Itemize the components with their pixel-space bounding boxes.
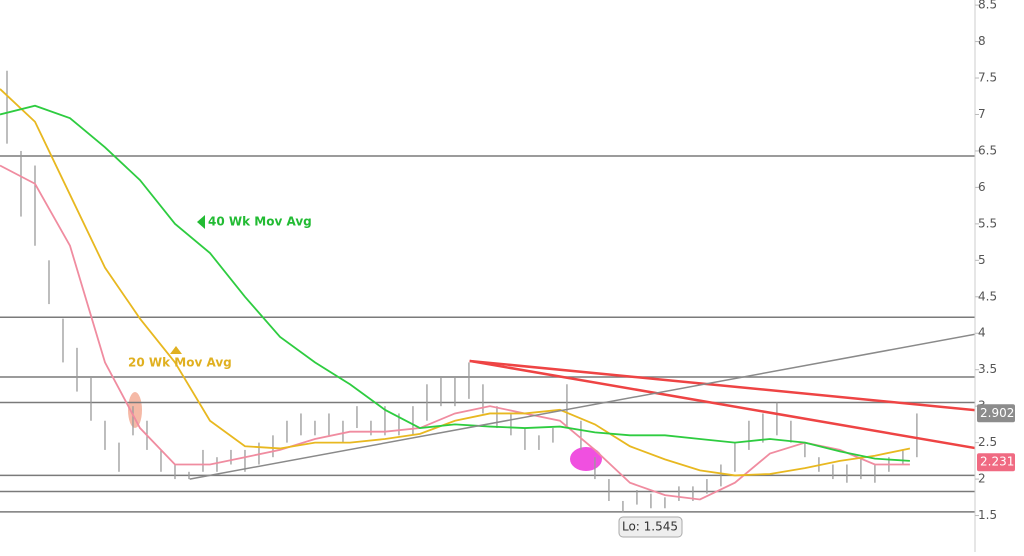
y-tick-label: 2 (978, 472, 986, 486)
arrow (170, 346, 182, 354)
y-tick-label: 6 (978, 180, 986, 194)
y-tick-label: 7 (978, 107, 986, 121)
y-tick-label: 5.5 (978, 216, 997, 230)
annotation: 40 Wk Mov Avg (208, 215, 312, 229)
y-tick-label: 3.5 (978, 362, 997, 376)
moving-average (0, 164, 910, 501)
y-tick-label: 8.5 (978, 0, 997, 12)
y-tick-label: 8 (978, 34, 986, 48)
price-label: 2.902 (980, 406, 1014, 420)
highlight-ellipse (570, 447, 602, 471)
moving-average (0, 88, 911, 477)
annotation: 20 Wk Mov Avg (128, 356, 232, 370)
y-tick-label: 5 (978, 253, 986, 267)
trend-line (469, 359, 1024, 458)
highlight-ellipse (128, 392, 142, 428)
y-tick-label: 2.5 (978, 435, 997, 449)
y-tick-label: 4.5 (978, 289, 997, 303)
y-tick-label: 7.5 (978, 71, 997, 85)
price-label: 2.231 (980, 455, 1014, 469)
annotation-box (618, 516, 683, 538)
y-tick-label: 4 (978, 326, 986, 340)
y-axis: 1.522.533.544.555.566.577.588.52.9022.23… (975, 0, 1015, 522)
annotation: Lo: 1.545 (622, 520, 678, 534)
price-label-box (977, 404, 1015, 423)
moving-average (0, 104, 910, 462)
trend-line (469, 359, 1024, 417)
plot-area (0, 70, 1024, 513)
y-tick-label: 1.5 (978, 508, 997, 522)
arrow (197, 215, 205, 229)
price-label-box (977, 453, 1015, 472)
trend-line (189, 324, 1024, 480)
y-tick-label: 6.5 (978, 143, 997, 157)
